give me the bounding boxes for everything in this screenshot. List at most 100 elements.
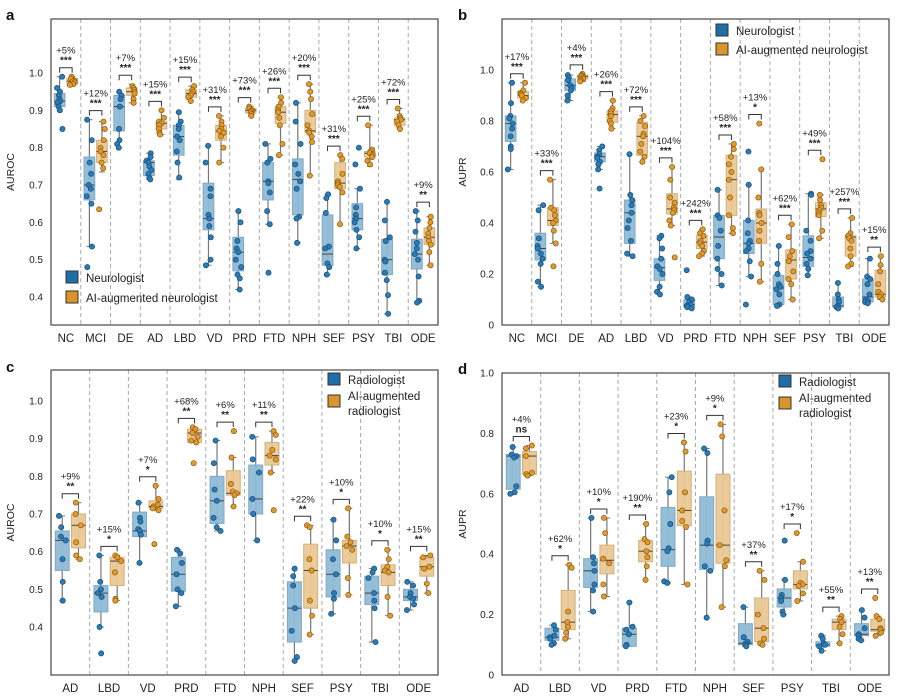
- data-point: [534, 245, 541, 252]
- data-point: [353, 226, 360, 233]
- x-tick-label: TBI: [384, 333, 402, 345]
- x-tick-label: ODE: [862, 333, 887, 345]
- human-series-box: [325, 516, 341, 617]
- category-tbi: TBI *+10%: [364, 519, 396, 695]
- data-point: [147, 154, 154, 160]
- data-point: [528, 469, 535, 476]
- data-point: [176, 174, 183, 181]
- data-point: [308, 567, 315, 574]
- significance-bracket: [778, 214, 792, 221]
- y-tick-label: 1.0: [29, 69, 43, 80]
- iqr-box: [599, 544, 615, 575]
- category-psy: PSY *+17%: [776, 502, 808, 695]
- human-series-box: [621, 599, 637, 650]
- percent-change-label: +104%: [651, 136, 681, 147]
- human-series-box: [683, 267, 696, 312]
- data-point: [790, 268, 797, 275]
- data-point: [547, 635, 554, 642]
- data-point: [410, 582, 417, 589]
- x-tick-label: FTD: [263, 333, 285, 345]
- data-point: [322, 245, 329, 252]
- category-ode: ODE **+13%: [854, 567, 886, 695]
- data-point: [323, 195, 330, 202]
- ai-series-box: [423, 213, 436, 269]
- data-point: [538, 283, 545, 290]
- data-point: [59, 126, 66, 132]
- data-point: [656, 283, 663, 290]
- data-point: [629, 197, 636, 203]
- significance-stars: ***: [511, 62, 523, 73]
- legend: Neurologist AI-augmented neurologist: [65, 270, 218, 305]
- human-series-box: [544, 622, 560, 648]
- data-point: [789, 248, 796, 254]
- data-point: [718, 604, 725, 611]
- ai-series-box: [814, 156, 827, 242]
- significance-stars: ***: [600, 80, 612, 91]
- data-point: [381, 269, 388, 276]
- significance-stars: ***: [328, 134, 340, 145]
- data-point: [642, 576, 649, 583]
- significance-bracket: [658, 157, 673, 163]
- data-point: [174, 546, 180, 553]
- category-ad: AD **+9%: [54, 472, 86, 695]
- data-point: [774, 260, 781, 267]
- data-point: [535, 235, 542, 242]
- percent-change-label: +20%: [292, 53, 317, 64]
- data-point: [202, 262, 209, 269]
- percent-change-label: +33%: [534, 149, 559, 160]
- x-tick-label: AD: [62, 683, 78, 695]
- data-point: [269, 447, 276, 453]
- data-point: [147, 176, 154, 183]
- data-point: [385, 556, 392, 563]
- data-point: [385, 292, 391, 299]
- significance-bracket: [688, 219, 703, 226]
- data-point: [89, 243, 95, 250]
- ai-series-box: [844, 214, 857, 270]
- data-point: [382, 238, 389, 244]
- significance-bracket: [207, 106, 222, 112]
- data-point: [834, 291, 841, 298]
- data-point: [740, 604, 747, 611]
- data-point: [562, 635, 569, 642]
- data-point: [372, 639, 379, 646]
- percent-change-label: +4%: [567, 43, 587, 54]
- data-point: [622, 643, 629, 650]
- data-point: [237, 219, 244, 226]
- data-point: [387, 612, 394, 619]
- data-point: [403, 607, 410, 614]
- data-point: [189, 430, 196, 436]
- data-point: [249, 456, 256, 463]
- data-point: [306, 81, 312, 88]
- x-tick-label: LBD: [625, 333, 647, 345]
- category-ftd: FTD ***+26%: [262, 66, 287, 345]
- data-point: [216, 159, 223, 166]
- data-point: [606, 560, 612, 567]
- data-point: [758, 166, 765, 173]
- data-point: [786, 253, 793, 260]
- significance-bracket: [410, 545, 428, 552]
- data-point: [703, 614, 710, 621]
- ai-series-box: [547, 176, 559, 270]
- iqr-box: [202, 182, 215, 231]
- data-point: [781, 537, 788, 544]
- significance-stars: ns: [516, 424, 528, 435]
- data-point: [249, 433, 256, 440]
- data-point: [683, 267, 690, 274]
- category-tbi: TBI ***+257%: [829, 187, 859, 345]
- percent-change-label: +7%: [138, 455, 158, 466]
- significance-stars: ***: [149, 89, 161, 100]
- data-point: [759, 641, 766, 648]
- significance-stars: **: [419, 190, 427, 201]
- iqr-box: [699, 496, 715, 570]
- significance-bracket: [267, 87, 282, 94]
- significance-stars: *: [107, 534, 111, 545]
- human-series-box: [699, 445, 715, 621]
- data-point: [117, 558, 124, 565]
- data-point: [56, 107, 63, 114]
- x-tick-label: PSY: [781, 683, 804, 695]
- data-point: [371, 597, 378, 604]
- data-point: [595, 161, 602, 168]
- human-series-box: [209, 437, 225, 534]
- ai-series-box: [148, 482, 164, 548]
